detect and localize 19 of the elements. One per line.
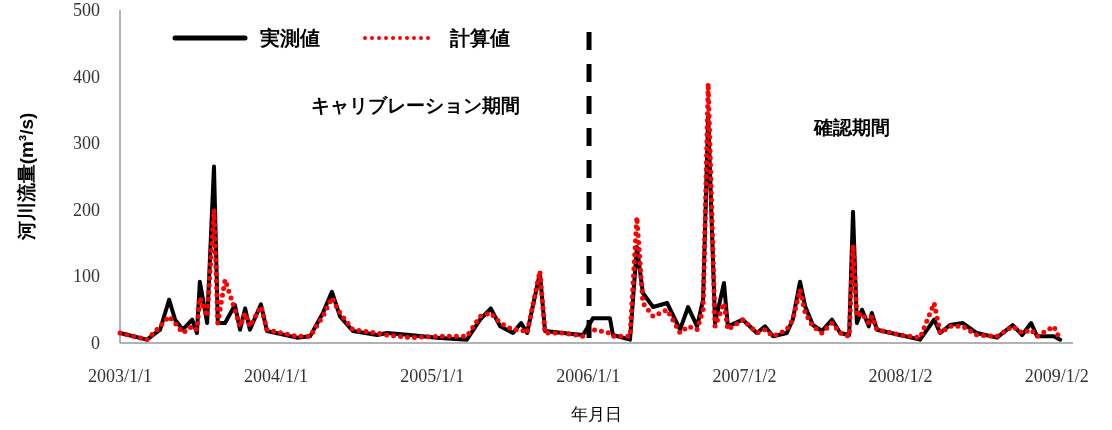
y-tick-label: 200 [73,199,100,220]
x-tick-label: 2009/1/2 [1024,366,1089,386]
x-axis-title: 年月日 [571,405,622,424]
x-tick-label: 2008/1/2 [868,366,933,386]
x-tick-label: 2007/1/2 [712,366,777,386]
y-axis-title: 河川流量(m³/s) [16,112,37,242]
annotation: 確認期間 [813,117,890,138]
legend-label: 計算値 [449,27,510,49]
x-tick-label: 2003/1/1 [87,366,153,386]
x-tick-label: 2004/1/1 [243,366,308,386]
y-tick-label: 0 [91,333,100,353]
y-tick-label: 400 [73,66,100,87]
y-tick-label: 500 [73,0,100,20]
y-tick-label: 100 [73,266,100,287]
x-tick-label: 2006/1/1 [556,366,621,386]
legend-label: 実測値 [259,27,320,49]
y-tick-label: 300 [73,133,100,154]
x-tick-label: 2005/1/1 [400,366,465,386]
annotation: キャリブレーション期間 [310,95,520,116]
